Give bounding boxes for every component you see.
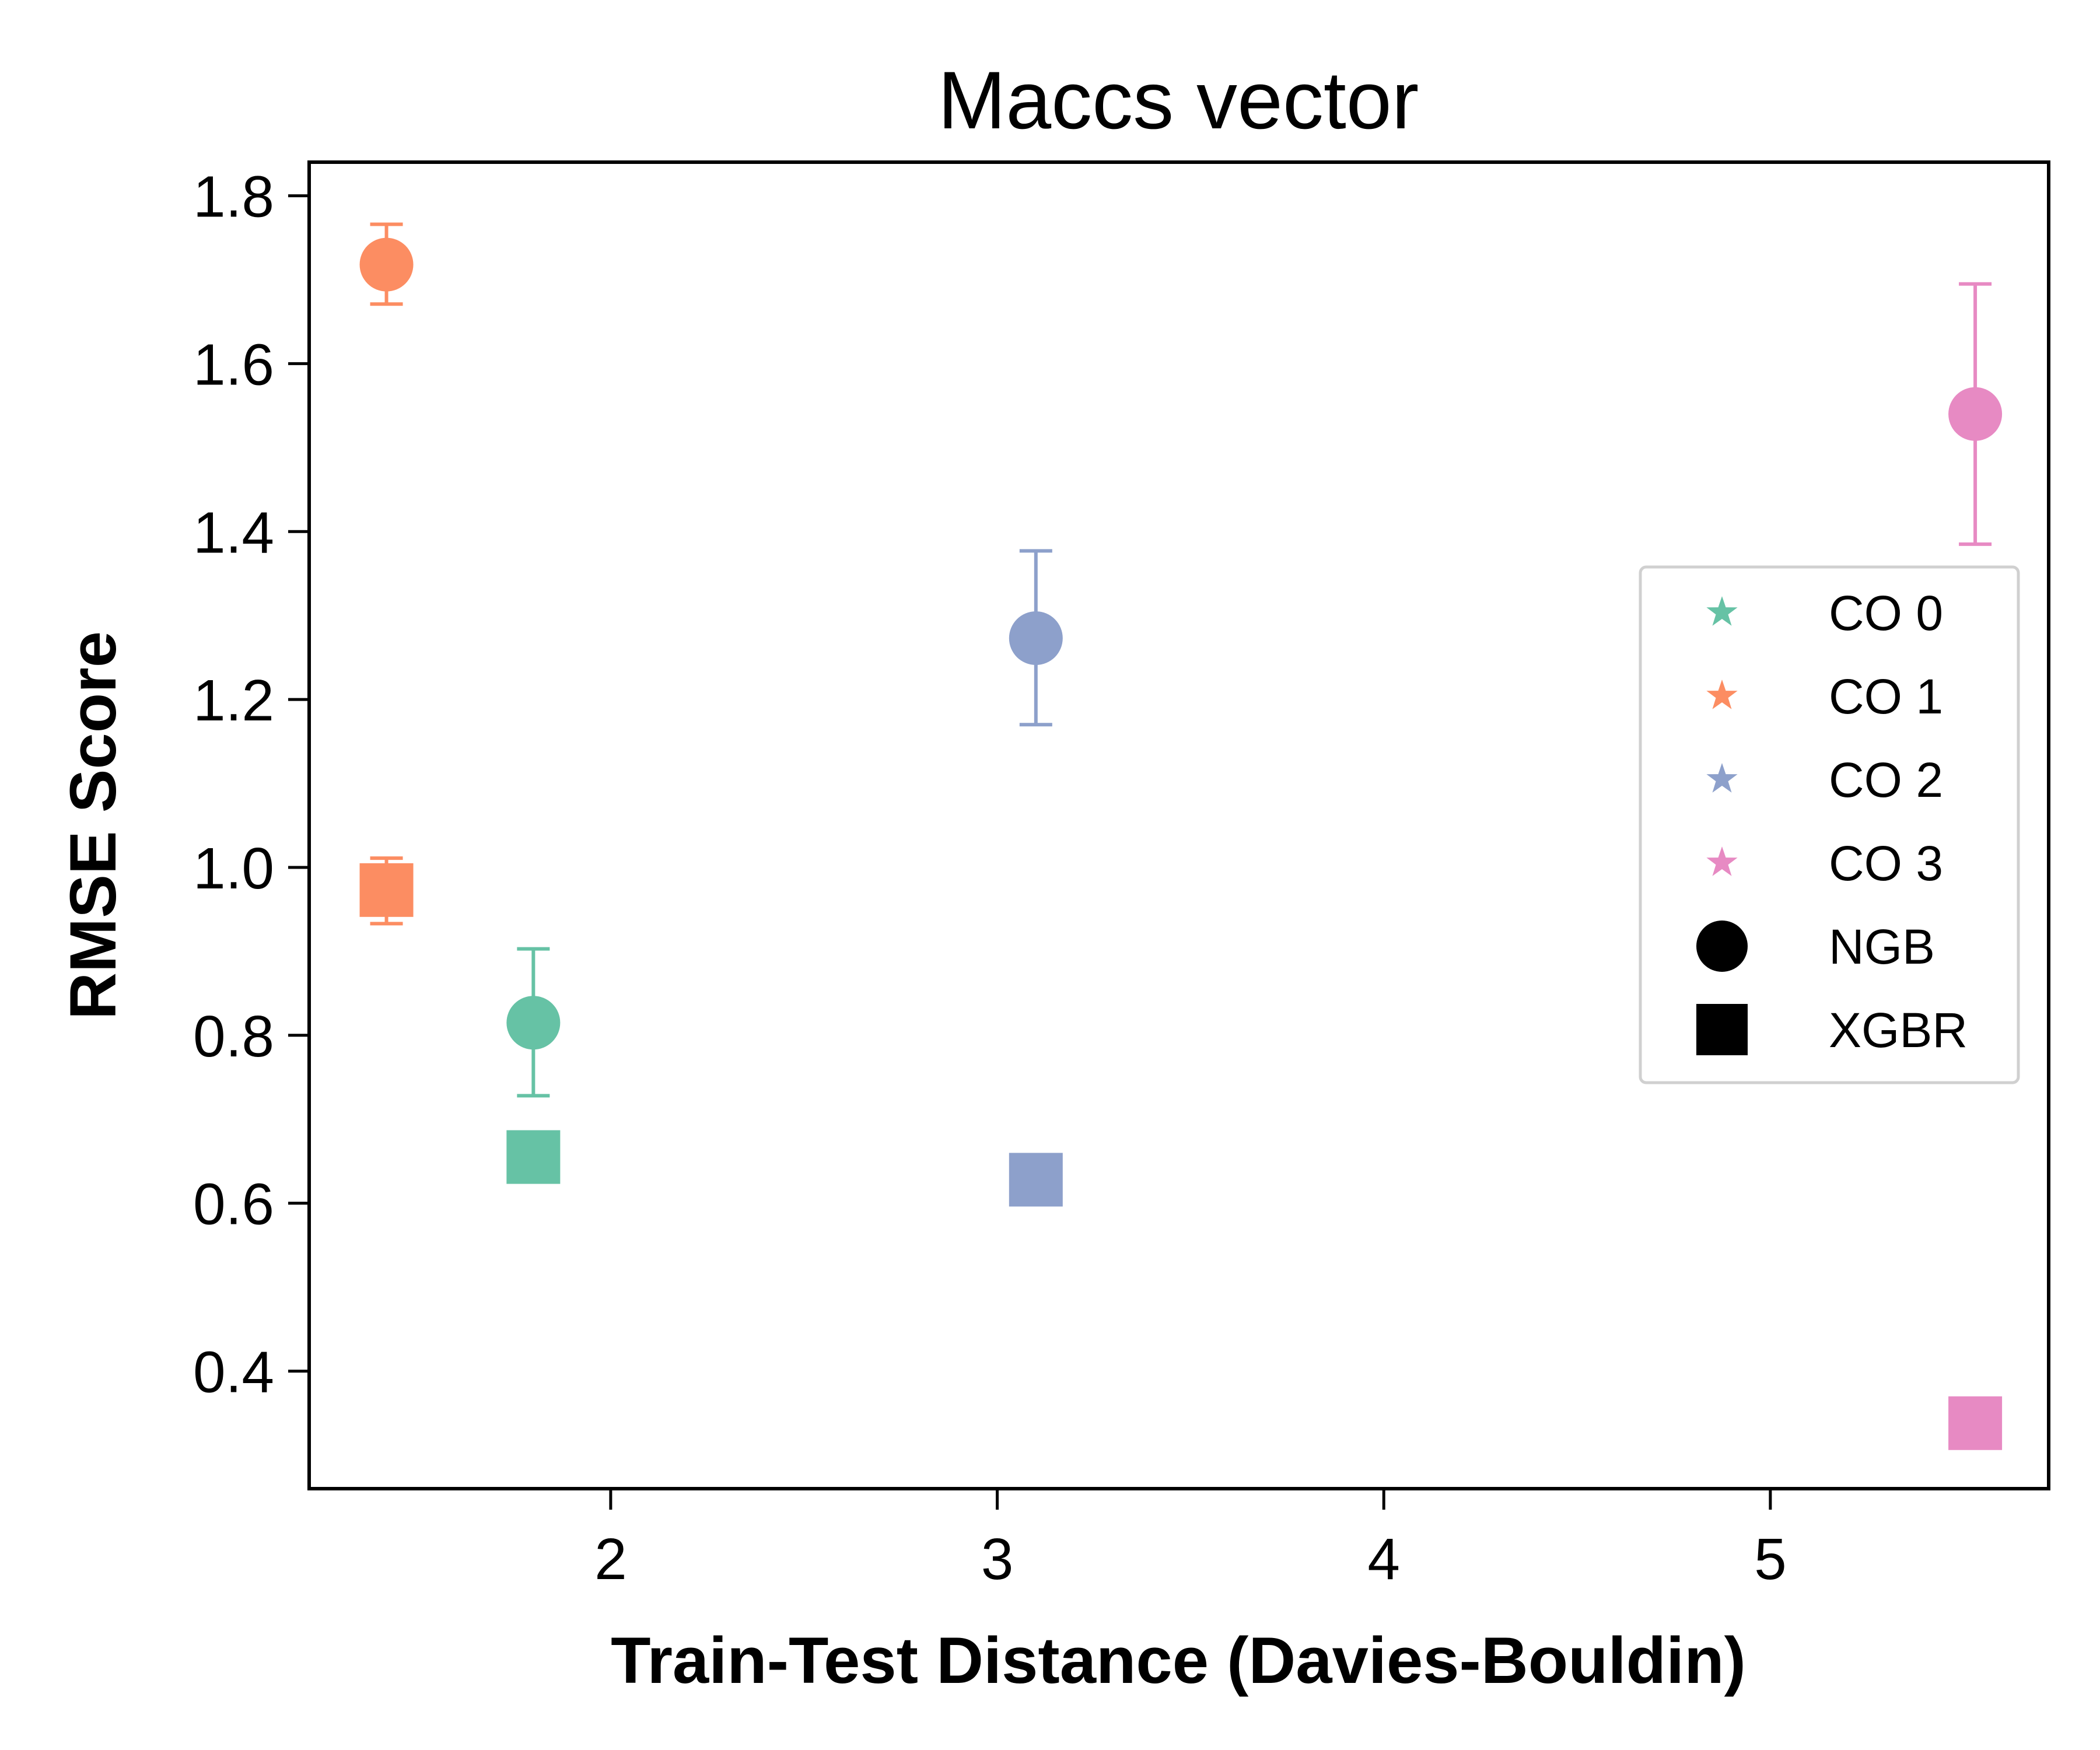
legend-star-icon (1706, 846, 1738, 876)
axes: 2 3 4 5 0.4 0.6 0.8 1.0 1.2 1.4 1.6 1.8 (193, 160, 2050, 1592)
plot-marks (359, 222, 2003, 1450)
legend-star-icon (1706, 763, 1738, 793)
x-tick-label: 2 (594, 1527, 627, 1592)
legend: CO 0 CO 1 CO 2 CO 3 NGB XGBR (1639, 565, 2020, 1084)
data-point-co-1-xgbr (359, 856, 414, 926)
legend-circle-icon (1696, 921, 1748, 972)
legend-label: XGBR (1829, 1003, 1968, 1058)
marker-square (359, 863, 414, 917)
data-point-co-3-xgbr (1948, 1396, 2003, 1450)
x-tick-label: 4 (1367, 1527, 1400, 1592)
legend-label: CO 1 (1829, 669, 1943, 724)
legend-entry-co-2: CO 2 (1706, 752, 1943, 807)
data-point-co-0-ngb (506, 947, 561, 1098)
data-point-co-2-ngb (1009, 549, 1063, 727)
x-axis-label: Train-Test Distance (Davies-Bouldin) (611, 1624, 1746, 1697)
legend-label: CO 3 (1829, 836, 1943, 891)
legend-star-icon (1706, 680, 1738, 709)
y-tick-label: 1.8 (193, 164, 274, 230)
legend-label: NGB (1829, 919, 1935, 974)
marker-circle (1009, 611, 1063, 666)
y-tick-label: 1.6 (193, 332, 274, 397)
marker-square (1948, 1396, 2003, 1450)
legend-label: CO 2 (1829, 752, 1943, 807)
data-point-co-2-xgbr (1009, 1153, 1063, 1207)
y-tick-label: 0.6 (193, 1172, 274, 1237)
marker-circle (506, 996, 561, 1050)
legend-entry-co-1: CO 1 (1706, 669, 1943, 724)
legend-square-icon (1696, 1004, 1748, 1055)
data-point-co-1-ngb (359, 222, 414, 306)
x-tick-label: 5 (1754, 1527, 1787, 1592)
legend-label: CO 0 (1829, 586, 1943, 640)
y-tick-label: 1.0 (193, 836, 274, 901)
legend-entry-ngb: NGB (1696, 919, 1935, 974)
plot-frame (307, 160, 2050, 1490)
legend-star-icon (1706, 596, 1738, 626)
data-point-co-0-xgbr (506, 1130, 561, 1184)
y-tick-label: 1.4 (193, 500, 274, 565)
chart-title: Maccs vector (938, 54, 1419, 146)
y-tick-label: 1.2 (193, 668, 274, 733)
marker-circle (1948, 387, 2003, 441)
legend-entry-co-3: CO 3 (1706, 836, 1943, 891)
marker-square (506, 1130, 561, 1184)
marker-square (1009, 1153, 1063, 1207)
legend-entry-co-0: CO 0 (1706, 586, 1943, 640)
marker-circle (359, 237, 414, 292)
x-tick-label: 3 (981, 1527, 1014, 1592)
y-axis-label: RMSE Score (57, 631, 130, 1020)
legend-entry-xgbr: XGBR (1696, 1003, 1968, 1058)
y-tick-label: 0.4 (193, 1340, 274, 1405)
y-tick-label: 0.8 (193, 1004, 274, 1069)
data-point-co-3-ngb (1948, 282, 2003, 546)
